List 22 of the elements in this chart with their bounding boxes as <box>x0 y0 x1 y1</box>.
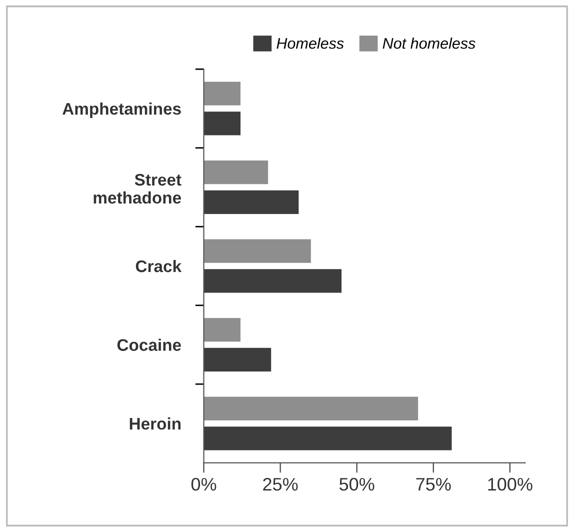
x-tick-label: 100% <box>488 478 532 491</box>
bar <box>204 160 268 184</box>
bar <box>204 396 418 420</box>
bar <box>204 426 452 450</box>
legend-label: Not homeless <box>382 38 476 49</box>
bar <box>204 348 272 372</box>
y-tick-label: Crack <box>136 260 182 272</box>
legend-label: Homeless <box>276 38 344 49</box>
bar <box>204 318 241 342</box>
x-tick-label: 0% <box>191 478 216 491</box>
bar <box>204 239 311 263</box>
x-tick-label: 25% <box>263 478 298 491</box>
bar <box>204 82 241 106</box>
bar <box>204 112 241 136</box>
y-tick-label: Heroin <box>130 417 181 430</box>
x-tick-label: 50% <box>339 478 374 491</box>
y-tick-label: Amphetamines <box>62 102 181 118</box>
bar <box>204 269 342 293</box>
y-tick-label: Cocaine <box>117 338 181 351</box>
y-tick-label: Street methadone <box>94 174 182 204</box>
x-tick-label: 75% <box>416 478 451 491</box>
bar <box>204 190 299 214</box>
